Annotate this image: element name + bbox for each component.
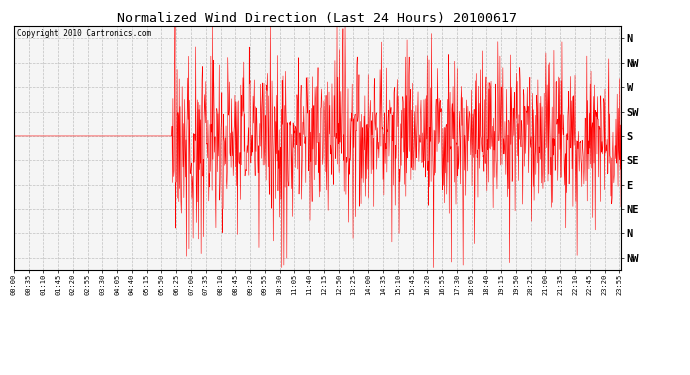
Title: Normalized Wind Direction (Last 24 Hours) 20100617: Normalized Wind Direction (Last 24 Hours… bbox=[117, 12, 518, 25]
Text: Copyright 2010 Cartronics.com: Copyright 2010 Cartronics.com bbox=[17, 29, 151, 38]
